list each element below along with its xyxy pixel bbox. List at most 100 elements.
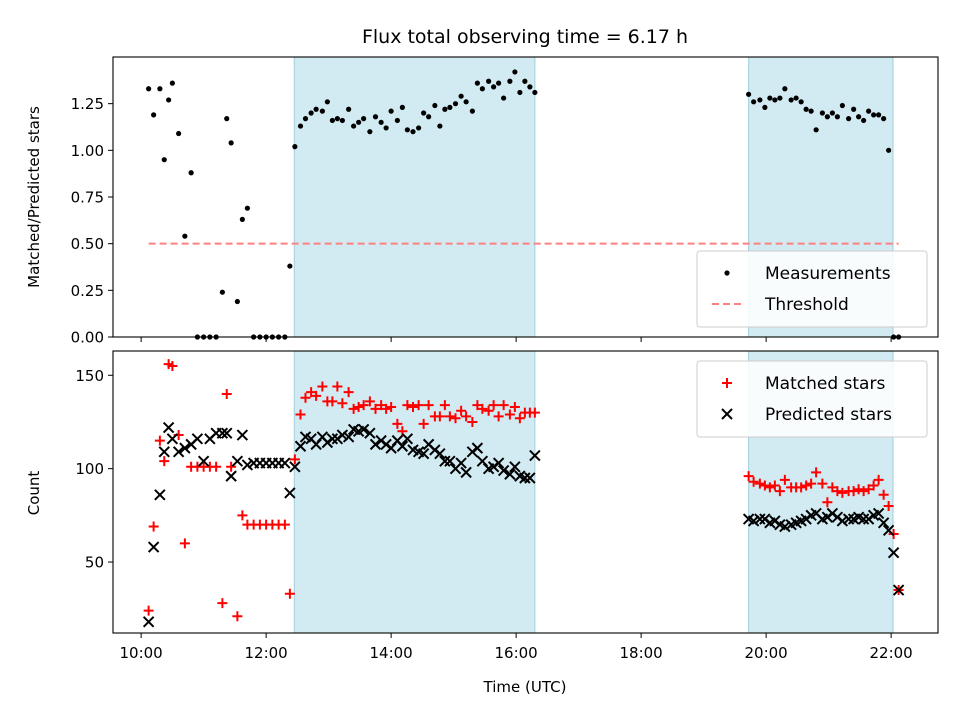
legend-label: Threshold xyxy=(764,295,849,315)
y-tick-label: 0.75 xyxy=(71,189,104,207)
y-tick-label: 50 xyxy=(85,554,104,572)
data-point xyxy=(158,446,170,458)
data-point xyxy=(426,114,432,120)
data-point xyxy=(811,467,822,478)
data-point xyxy=(317,381,328,392)
data-point xyxy=(416,125,422,131)
data-point xyxy=(498,400,509,411)
data-point xyxy=(388,108,394,114)
data-point xyxy=(302,116,309,122)
data-point xyxy=(798,99,804,105)
data-point xyxy=(161,157,167,163)
data-point xyxy=(748,476,759,487)
data-point xyxy=(381,403,392,414)
data-point xyxy=(501,95,507,101)
data-point xyxy=(182,233,188,239)
data-point xyxy=(514,413,525,424)
data-point xyxy=(819,110,825,116)
data-point xyxy=(300,392,311,403)
data-point xyxy=(369,438,382,451)
data-point xyxy=(519,472,531,484)
data-point xyxy=(848,486,859,497)
data-point xyxy=(287,263,293,269)
data-point xyxy=(444,455,456,467)
data-point xyxy=(219,289,225,295)
data-point xyxy=(413,400,424,411)
ratio-panel: 0.00 0.25 0.50 0.75 1.00 1.25 Measurements Thre… xyxy=(71,56,939,347)
data-point xyxy=(839,102,845,109)
data-point xyxy=(313,106,319,112)
data-point xyxy=(378,119,384,125)
data-point xyxy=(806,478,817,489)
data-point xyxy=(822,497,833,508)
data-point xyxy=(782,86,788,92)
data-point xyxy=(148,521,159,532)
data-point xyxy=(191,433,204,445)
data-point xyxy=(179,442,191,454)
data-point xyxy=(769,480,780,491)
data-point xyxy=(342,431,355,443)
data-point xyxy=(351,123,357,129)
data-point xyxy=(509,402,520,413)
data-point xyxy=(504,468,516,480)
data-point xyxy=(166,433,179,445)
data-point xyxy=(834,114,840,120)
data-point xyxy=(452,101,459,107)
data-point xyxy=(483,405,494,416)
data-point xyxy=(357,423,370,436)
data-point xyxy=(179,538,190,549)
legend-marker xyxy=(721,408,733,420)
data-point xyxy=(169,80,175,86)
data-point xyxy=(143,605,154,616)
data-point xyxy=(883,501,894,512)
top-y-axis-label: Matched/Predicted stars xyxy=(25,106,43,288)
data-point xyxy=(231,455,244,467)
data-point xyxy=(284,588,295,599)
data-point xyxy=(801,480,812,491)
data-point xyxy=(871,112,877,118)
data-point xyxy=(292,144,298,150)
series-matched-stars xyxy=(143,359,904,622)
data-point xyxy=(747,515,760,527)
data-point xyxy=(851,106,857,112)
data-point xyxy=(777,95,783,101)
data-point xyxy=(467,416,478,427)
y-tick-label: 0.25 xyxy=(71,282,104,300)
data-point xyxy=(329,117,335,124)
data-point xyxy=(793,95,799,101)
data-point xyxy=(364,396,375,407)
data-point xyxy=(372,114,379,120)
data-point xyxy=(294,440,307,452)
data-point xyxy=(779,474,790,485)
data-point xyxy=(497,464,510,477)
data-point xyxy=(527,84,533,90)
data-point xyxy=(337,398,348,409)
data-point xyxy=(455,457,467,469)
data-point xyxy=(217,598,228,609)
data-point xyxy=(856,114,862,120)
data-point xyxy=(346,106,352,112)
data-point xyxy=(142,616,155,628)
y-tick-label: 0.50 xyxy=(71,235,104,253)
legend-label: Measurements xyxy=(765,264,891,284)
data-point xyxy=(858,486,869,497)
data-point xyxy=(154,435,165,446)
data-point xyxy=(529,407,540,418)
data-point xyxy=(339,117,345,124)
data-point xyxy=(216,427,229,439)
data-point xyxy=(211,461,222,472)
data-point xyxy=(846,116,852,122)
y-tick-label: 1.25 xyxy=(71,95,104,113)
data-point xyxy=(225,470,237,482)
data-point xyxy=(221,427,233,439)
data-point xyxy=(796,482,807,493)
data-point xyxy=(469,108,475,114)
data-point xyxy=(767,95,773,101)
data-point xyxy=(408,402,418,413)
data-point xyxy=(491,84,497,90)
data-point xyxy=(343,387,354,398)
data-point xyxy=(832,486,843,497)
data-point xyxy=(461,411,472,422)
data-point xyxy=(421,110,427,116)
x-tick-label: 10:00 xyxy=(120,644,163,662)
